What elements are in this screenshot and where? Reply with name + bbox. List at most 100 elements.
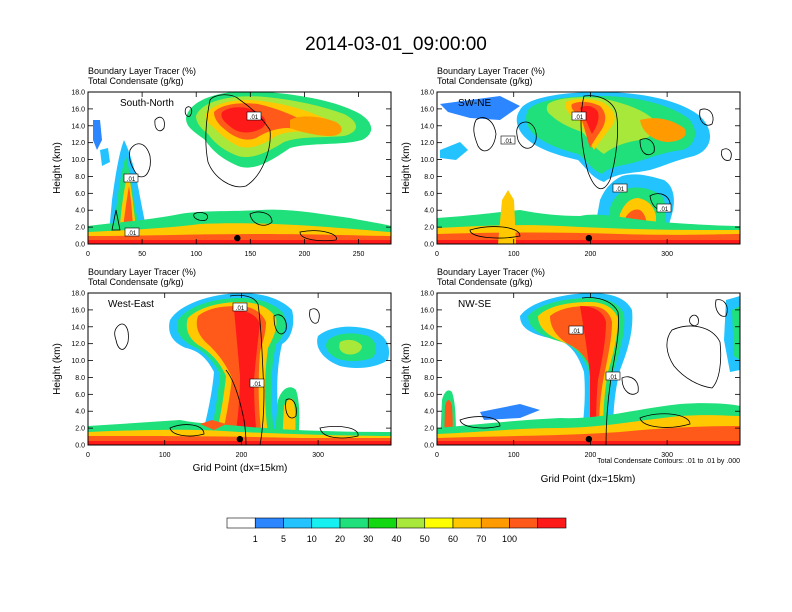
contour-label-2: .01 [500,135,516,145]
y-tick-label: 4.0 [424,208,434,215]
contour-label-1: .01 [246,111,262,121]
svg-text:.01: .01 [250,115,259,121]
colorbar-swatch [339,517,369,529]
panel-heading-1: Boundary Layer Tracer (%) [88,267,196,277]
y-tick-label: 18.0 [71,90,85,97]
x-tick-label: 50 [138,251,146,258]
footnote: Total Condensate Contours: .01 to .01 by… [597,458,740,465]
y-tick-label: 10.0 [71,157,85,164]
svg-text:.01: .01 [253,382,262,388]
x-tick-label: 0 [435,452,439,459]
colorbar-swatch [283,517,313,529]
y-tick-label: 2.0 [424,225,434,232]
x-tick-label: 300 [661,251,673,258]
colorbar-label: 5 [281,534,286,544]
y-axis-label: Height (km) [401,343,412,395]
colorbar-label: 1 [253,534,258,544]
contour-label-2: .01 [605,371,621,381]
y-tick-label: 14.0 [420,324,434,331]
y-tick-label: 12.0 [420,341,434,348]
colorbar-label: 60 [448,534,458,544]
svg-text:.01: .01 [575,115,584,121]
x-tick-label: 200 [236,452,248,459]
y-tick-label: 18.0 [420,291,434,298]
colorbar-label: 50 [420,534,430,544]
panel-nw-se: Boundary Layer Tracer (%) Total Condensa… [401,267,741,485]
x-tick-label: 0 [86,452,90,459]
panel-label: South-North [120,98,174,109]
svg-text:.01: .01 [127,177,136,183]
y-tick-label: 16.0 [420,106,434,113]
y-tick-label: 18.0 [71,291,85,298]
y-tick-label: 2.0 [75,426,85,433]
svg-text:.01: .01 [616,187,625,193]
contour-label-1: .01 [232,302,248,312]
x-axis-label: Grid Point (dx=15km) [193,463,288,474]
panel-south-north: Boundary Layer Tracer (%) Total Condensa… [52,66,392,258]
location-marker [236,435,244,443]
svg-text:.01: .01 [504,139,513,145]
y-tick-label: 8.0 [75,174,85,181]
colorbar-label: 10 [307,534,317,544]
condensate-contours [459,297,728,445]
x-tick-label: 150 [244,251,256,258]
y-tick-label: 16.0 [420,307,434,314]
condensate-contours [114,294,359,445]
y-tick-label: 8.0 [75,375,85,382]
panel-heading-2: Total Condensate (g/kg) [88,76,184,86]
panel-label: NW-SE [458,299,491,310]
x-tick-label: 200 [585,251,597,258]
colorbar-swatch [509,517,539,529]
y-tick-label: 10.0 [420,358,434,365]
condensate-contours [469,95,732,239]
y-tick-label: 6.0 [424,191,434,198]
y-tick-label: 6.0 [75,191,85,198]
y-tick-label: 2.0 [424,426,434,433]
y-tick-label: 4.0 [75,208,85,215]
y-tick-label: 12.0 [420,140,434,147]
x-tick-label: 0 [435,251,439,258]
axes: 0 100 200 300 0.0 2.0 4.0 6.0 8.0 10.0 12.0 14.0 16.… [420,90,740,258]
tracer-fill [88,293,391,445]
colorbar-label: 40 [391,534,401,544]
panel-heading-2: Total Condensate (g/kg) [88,277,184,287]
colorbar-swatch [367,517,397,529]
y-tick-label: 8.0 [424,375,434,382]
tracer-fill [437,293,740,445]
colorbar-swatch [424,517,454,529]
panel-label: SW-NE [458,98,491,109]
y-tick-label: 14.0 [71,324,85,331]
contour-label-3: .01 [612,183,628,193]
colorbar-label: 100 [502,534,517,544]
panel-label: West-East [108,299,154,310]
x-axis-label: Grid Point (dx=15km) [541,474,636,485]
panel-west-east: Boundary Layer Tracer (%) Total Condensa… [52,267,392,474]
panel-heading-1: Boundary Layer Tracer (%) [88,66,196,76]
plot-frame [436,292,741,446]
location-marker [585,234,593,242]
y-tick-label: 0.0 [75,443,85,450]
x-tick-label: 0 [86,251,90,258]
location-marker [234,234,241,242]
svg-text:.01: .01 [572,329,581,335]
colorbar-swatch [226,517,256,529]
panel-heading-1: Boundary Layer Tracer (%) [437,66,545,76]
x-tick-label: 100 [159,452,171,459]
axes: 0 100 200 300 0.0 2.0 4.0 6.0 8.0 10.0 12.0 14.0 16.… [420,291,740,459]
y-tick-label: 4.0 [75,409,85,416]
y-tick-label: 6.0 [424,392,434,399]
y-tick-label: 14.0 [71,123,85,130]
x-tick-label: 200 [585,452,597,459]
colorbar: 1 5 10 20 30 40 50 60 70 100 [226,517,567,544]
y-tick-label: 10.0 [71,358,85,365]
y-tick-label: 12.0 [71,140,85,147]
x-tick-label: 300 [661,452,673,459]
plot-frame [87,292,392,446]
colorbar-label: 30 [363,534,373,544]
contour-label-2: .01 [249,378,265,388]
svg-text:.01: .01 [660,207,669,213]
colorbar-swatch [254,517,284,529]
plot-frame [436,91,741,245]
panel-heading-2: Total Condensate (g/kg) [437,277,533,287]
